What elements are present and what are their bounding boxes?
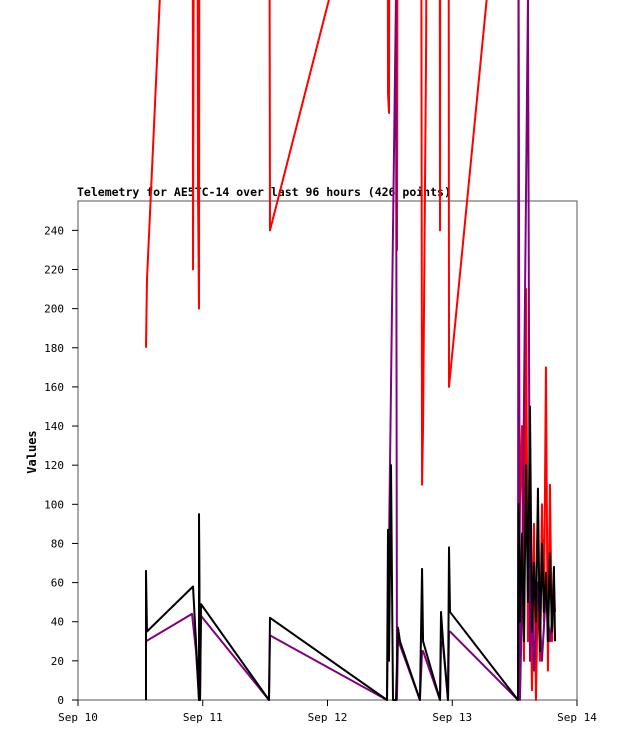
y-tick-label: 0 <box>57 694 64 707</box>
y-axis-label: Values <box>25 430 39 473</box>
y-tick-label: 20 <box>51 655 64 668</box>
y-tick-label: 40 <box>51 616 64 629</box>
y-tick-label: 120 <box>44 459 64 472</box>
x-tick-label: Sep 12 <box>308 711 348 724</box>
y-tick-label: 200 <box>44 303 64 316</box>
y-tick-label: 80 <box>51 537 64 550</box>
series-line <box>144 405 557 701</box>
series-line <box>145 0 555 701</box>
y-tick-label: 220 <box>44 263 64 276</box>
y-tick-label: 140 <box>44 420 64 433</box>
series-line <box>144 0 557 701</box>
y-tick-label: 100 <box>44 498 64 511</box>
x-tick-label: Sep 14 <box>557 711 597 724</box>
x-tick-label: Sep 10 <box>58 711 98 724</box>
y-tick-label: 240 <box>44 224 64 237</box>
chart-title: Telemetry for AE5TC-14 over last 96 hour… <box>77 185 451 199</box>
x-tick-label: Sep 13 <box>432 711 472 724</box>
x-tick-label: Sep 11 <box>183 711 223 724</box>
y-tick-label: 180 <box>44 342 64 355</box>
y-tick-label: 60 <box>51 577 64 590</box>
y-tick-label: 160 <box>44 381 64 394</box>
